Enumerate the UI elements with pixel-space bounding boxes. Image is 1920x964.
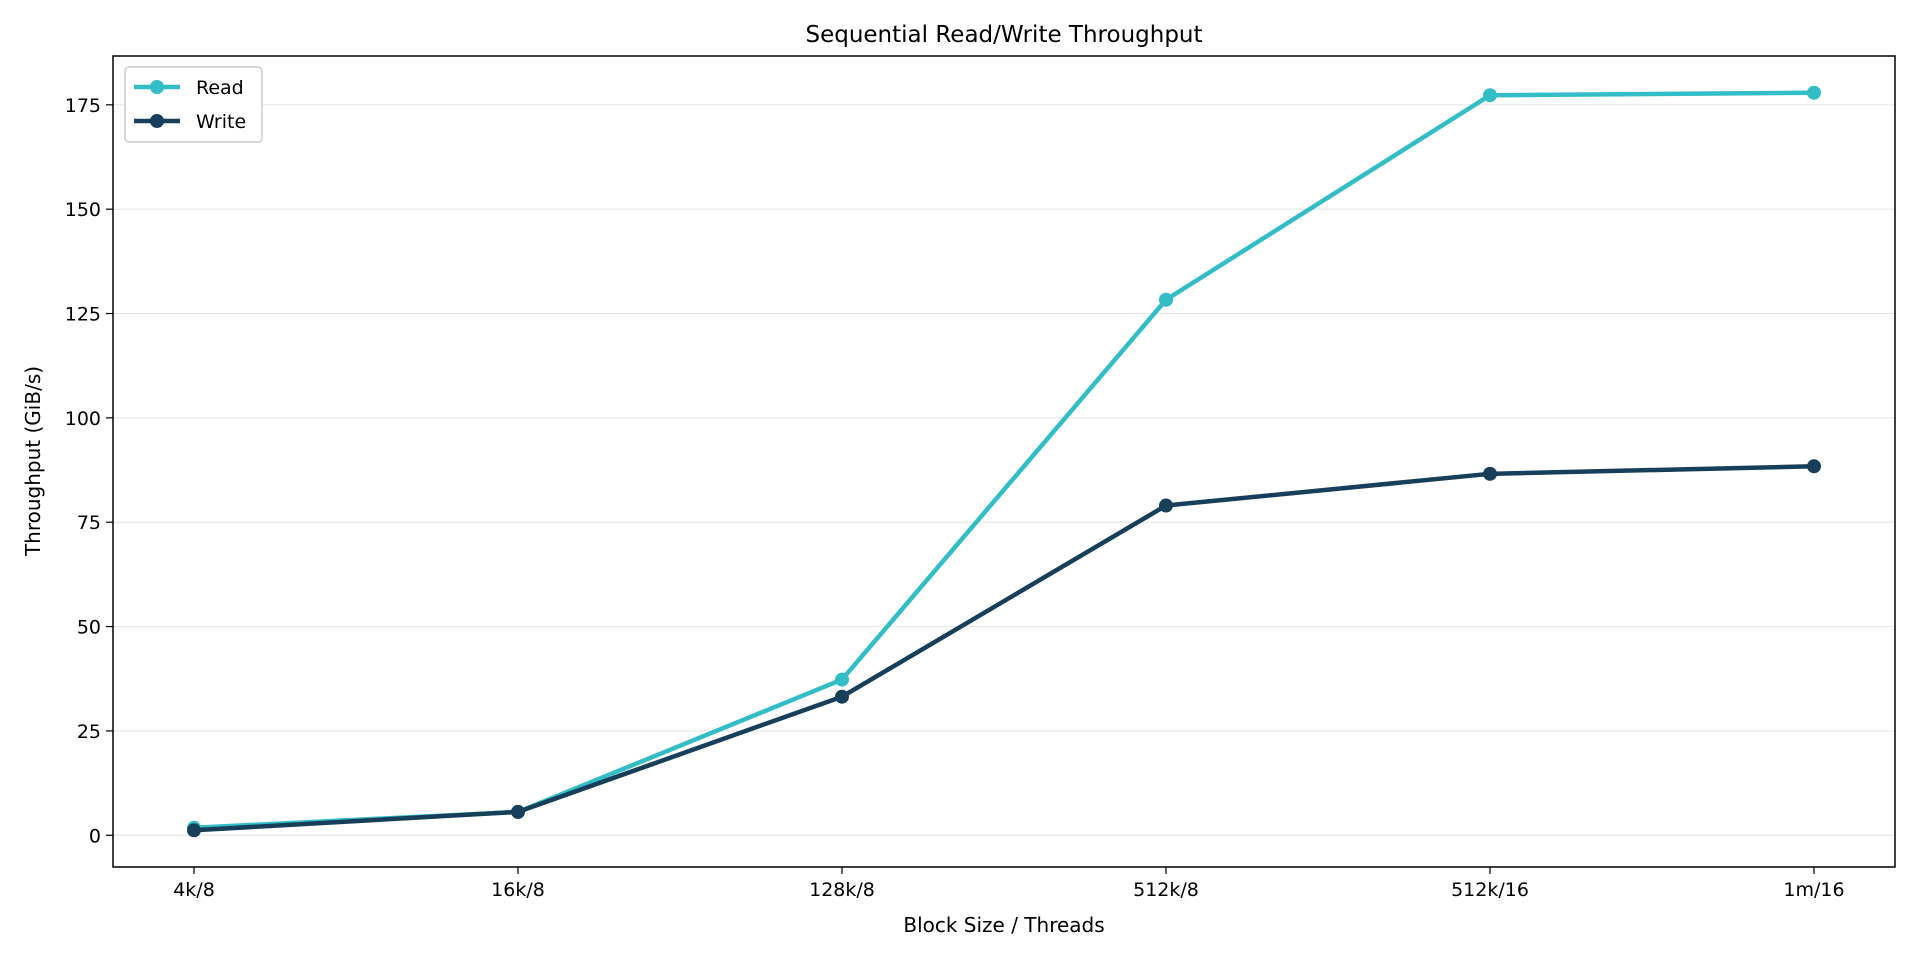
x-tick-label: 4k/8 [173, 879, 215, 901]
x-tick-label: 128k/8 [809, 879, 875, 901]
y-tick-label: 0 [89, 825, 101, 847]
legend: Read Write [124, 66, 263, 143]
plot-frame [112, 55, 1896, 868]
data-point [1807, 85, 1821, 100]
y-tick-label: 75 [77, 512, 101, 534]
data-point [1483, 466, 1497, 481]
data-point [835, 672, 849, 687]
series-line [193, 464, 1815, 833]
y-axis-label: Throughput (GiB/s) [21, 366, 45, 557]
legend-label: Read [196, 77, 244, 99]
y-tick-label: 150 [65, 199, 101, 221]
data-point [835, 689, 849, 704]
chart-title: Sequential Read/Write Throughput [805, 22, 1202, 48]
y-tick-label: 125 [65, 304, 101, 326]
series-line [193, 90, 1815, 831]
legend-marker [150, 114, 164, 128]
y-tick-label: 100 [65, 408, 101, 430]
legend-marker [150, 80, 164, 94]
series-write [187, 459, 1821, 838]
legend-label: Write [196, 111, 246, 133]
x-tick-label: 512k/8 [1133, 879, 1199, 901]
x-tick-label: 1m/16 [1783, 879, 1844, 901]
y-tick-label: 50 [77, 617, 101, 639]
y-tick-label: 175 [65, 95, 101, 117]
data-point [1159, 498, 1173, 513]
series-read [187, 85, 1821, 835]
data-point [1483, 88, 1497, 103]
x-tick-label: 16k/8 [491, 879, 545, 901]
x-tick-label: 512k/16 [1451, 879, 1529, 901]
x-axis-label: Block Size / Threads [903, 913, 1104, 937]
data-point [187, 823, 201, 838]
data-point [511, 804, 525, 819]
data-point [1159, 292, 1173, 307]
data-point [1807, 459, 1821, 474]
y-tick-label: 25 [77, 721, 101, 743]
